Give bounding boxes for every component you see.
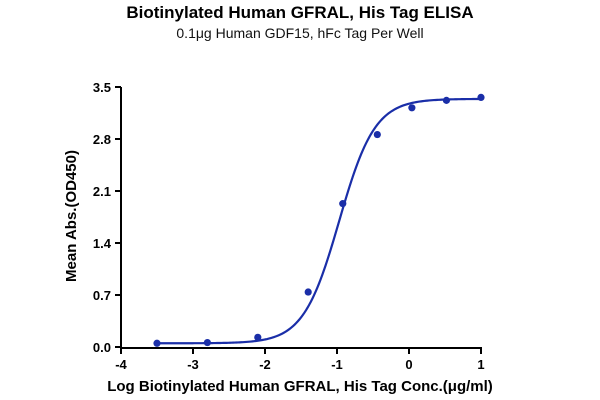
y-tick-label: 1.4 bbox=[93, 236, 112, 251]
axes: 0.0 0.7 1.4 2.1 2.8 3.5 -4 -3 -2 -1 0 1 bbox=[93, 80, 485, 372]
y-tick-label: 3.5 bbox=[93, 80, 111, 95]
x-tick-label: -4 bbox=[115, 357, 127, 372]
fit-curve bbox=[157, 97, 482, 345]
fit-curve-layer bbox=[157, 97, 482, 345]
data-points bbox=[153, 93, 485, 347]
x-tick-label: -3 bbox=[187, 357, 199, 372]
data-point bbox=[254, 333, 262, 341]
x-tick-label: -1 bbox=[331, 357, 343, 372]
x-tick-label: 0 bbox=[405, 357, 412, 372]
x-axis-label: Log Biotinylated Human GFRAL, His Tag Co… bbox=[107, 378, 493, 395]
data-point bbox=[339, 200, 347, 208]
data-point bbox=[477, 93, 485, 101]
chart-title: Biotinylated Human GFRAL, His Tag ELISA bbox=[126, 3, 474, 22]
data-point bbox=[153, 339, 161, 347]
data-point bbox=[442, 96, 451, 104]
y-tick-label: 2.1 bbox=[93, 184, 111, 199]
y-tick-label: 2.8 bbox=[93, 132, 111, 147]
data-point bbox=[408, 104, 416, 112]
y-tick-label: 0.0 bbox=[93, 340, 111, 355]
y-axis-label: Mean Abs.(OD450) bbox=[63, 150, 80, 282]
data-point bbox=[203, 338, 211, 347]
x-tick-label: 1 bbox=[477, 357, 484, 372]
x-tick-label: -2 bbox=[259, 357, 271, 372]
y-tick-label: 0.7 bbox=[93, 288, 111, 303]
chart-subtitle: 0.1μg Human GDF15, hFc Tag Per Well bbox=[176, 25, 424, 41]
data-point bbox=[304, 288, 312, 296]
data-point bbox=[373, 130, 381, 139]
